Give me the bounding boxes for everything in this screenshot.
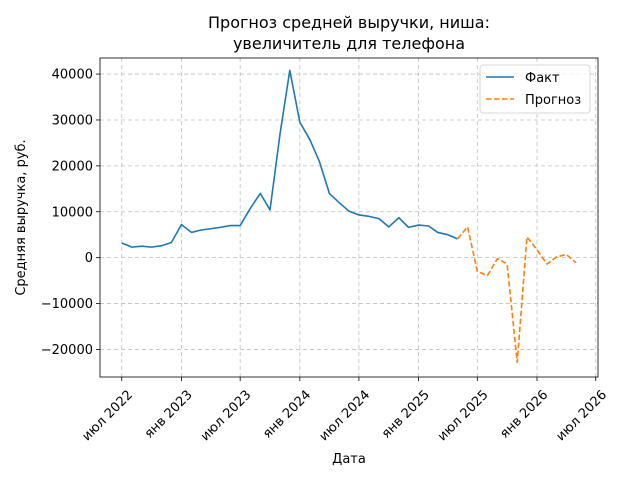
chart-title: Прогноз средней выручки, ниша: увеличител…: [208, 13, 490, 53]
y-tick-label: 0: [85, 251, 93, 266]
y-tick-label: −10000: [41, 297, 93, 312]
axes-frame: [99, 57, 599, 378]
y-tick-label: 30000: [52, 113, 93, 128]
x-axis-label: Дата: [332, 452, 366, 467]
y-axis: −20000 −10000 0 10000 20000 30000 40000: [41, 68, 100, 358]
chart-title-line: увеличитель для телефона: [233, 34, 465, 53]
y-tick-label: −20000: [41, 343, 93, 358]
series-layer: [121, 69, 577, 364]
legend: Факт Прогноз: [479, 64, 591, 114]
legend-label: Прогноз: [525, 93, 581, 108]
legend-label: Факт: [525, 71, 560, 86]
series-line-forecast: [456, 226, 577, 364]
series-line-fact: [121, 69, 458, 248]
y-axis-label: Средняя выручка, руб.: [14, 139, 29, 295]
y-tick-label: 20000: [52, 159, 93, 174]
y-tick-label: 10000: [52, 205, 93, 220]
chart-title-line: Прогноз средней выручки, ниша:: [208, 13, 490, 32]
y-tick-label: 40000: [52, 68, 93, 83]
